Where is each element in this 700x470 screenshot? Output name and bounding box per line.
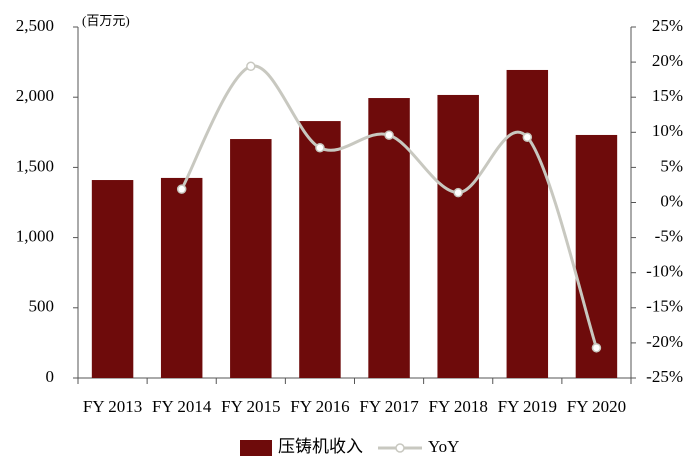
legend-label: 压铸机收入 — [278, 437, 363, 456]
marker — [315, 142, 325, 153]
y-tick-label: 2,000 — [16, 86, 54, 105]
legend-swatch — [395, 443, 405, 453]
x-tick-label: FY 2020 — [567, 397, 626, 416]
y2-tick-label: 20% — [652, 51, 683, 70]
y-unit: (百万元) — [82, 13, 130, 28]
marker — [591, 343, 602, 353]
y2-tick-label: 25% — [652, 16, 683, 35]
marker — [246, 61, 256, 72]
y-tick-label: 0 — [46, 367, 55, 386]
bar — [299, 121, 341, 379]
bar — [575, 134, 618, 378]
bar — [506, 69, 549, 378]
bar — [91, 180, 134, 378]
x-tick-label: FY 2019 — [498, 397, 557, 416]
y2-tick-label: -25% — [646, 367, 683, 386]
legend-swatch — [240, 440, 272, 456]
marker — [384, 130, 394, 140]
y-tick-label: 1,500 — [16, 156, 54, 175]
bar — [230, 139, 272, 378]
y2-tick-label: 15% — [652, 86, 683, 105]
y-tick-label: 1,000 — [16, 227, 54, 246]
x-tick-label: FY 2015 — [221, 397, 280, 416]
y2-tick-label: 10% — [652, 121, 683, 140]
marker — [522, 132, 533, 142]
y2-tick-label: -5% — [655, 227, 683, 246]
y2-tick-label: 0% — [660, 191, 683, 210]
x-tick-label: FY 2018 — [429, 397, 488, 416]
marker — [453, 187, 463, 198]
y-tick-label: 500 — [29, 297, 55, 316]
y2-tick-label: 5% — [660, 156, 683, 175]
legend-label: YoY — [428, 437, 459, 456]
y-tick-label: 2,500 — [16, 16, 54, 35]
y2-tick-label: -20% — [646, 332, 683, 351]
marker — [176, 184, 187, 194]
y2-tick-label: -15% — [646, 297, 683, 316]
bar — [368, 98, 410, 379]
x-tick-label: FY 2013 — [83, 397, 142, 416]
x-tick-label: FY 2016 — [290, 397, 349, 416]
y2-tick-label: -10% — [646, 262, 683, 281]
bar — [160, 177, 203, 378]
bar — [437, 94, 479, 378]
x-tick-label: FY 2014 — [152, 397, 212, 416]
x-tick-label: FY 2017 — [359, 397, 419, 416]
